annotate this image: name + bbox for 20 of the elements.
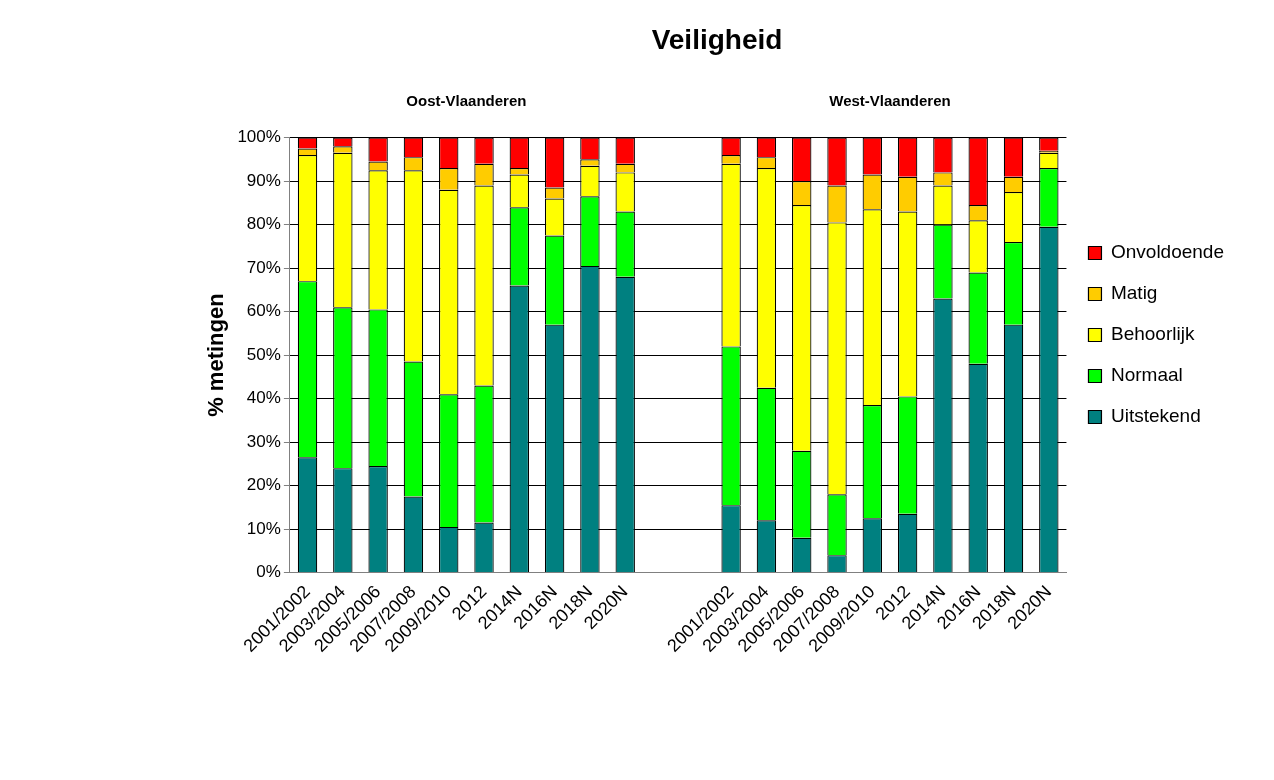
legend-label: Normaal [1110,364,1183,386]
y-tick-label: 60% [246,301,281,321]
legend-label: Behoorlijk [1110,323,1195,345]
text: Oost-Vlaanderen [406,91,527,109]
y-tick-label: 90% [246,170,281,190]
legend-label: Onvoldoende [1110,241,1225,263]
y-tick-label: 10% [246,518,281,538]
legend-label: Uitstekend [1110,405,1201,427]
chart-title: Veiligheid [651,23,783,55]
text: West-Vlaanderen [829,91,951,109]
y-tick-label: 70% [246,257,281,277]
y-tick-label: 20% [246,475,281,495]
y-axis-title: % metingen [203,293,229,417]
y-tick-label: 50% [246,344,281,364]
legend-label: Matig [1110,282,1158,304]
y-tick-label: 0% [256,562,281,582]
y-tick-label: 30% [246,431,281,451]
y-tick-label: 100% [237,127,281,147]
y-tick-label: 40% [246,388,281,408]
y-tick-label: 80% [246,214,281,234]
